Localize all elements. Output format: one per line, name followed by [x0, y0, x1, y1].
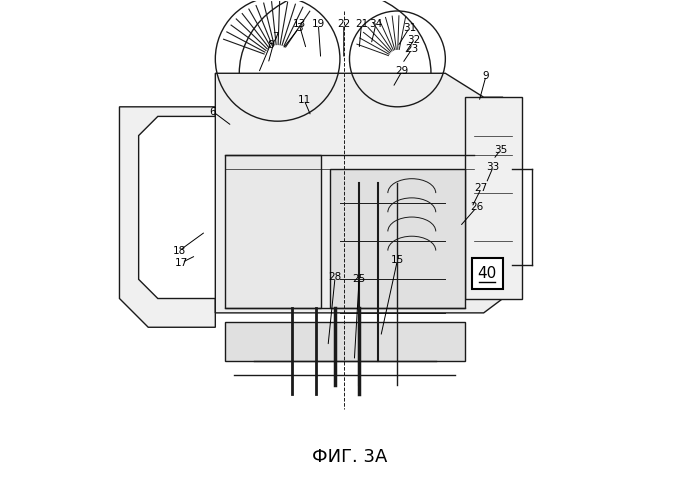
Text: 32: 32: [408, 35, 421, 45]
Polygon shape: [225, 155, 321, 308]
Text: 25: 25: [352, 274, 366, 284]
Polygon shape: [465, 97, 522, 298]
Text: 17: 17: [175, 257, 189, 268]
Text: 13: 13: [293, 19, 305, 29]
Text: 11: 11: [297, 94, 310, 105]
Text: 7: 7: [272, 32, 278, 42]
Polygon shape: [215, 73, 503, 313]
Text: ФИГ. 3А: ФИГ. 3А: [312, 448, 387, 466]
Polygon shape: [225, 322, 465, 361]
Text: 15: 15: [391, 255, 404, 265]
Bar: [472, 258, 503, 289]
Text: 31: 31: [403, 23, 416, 33]
Text: 34: 34: [369, 19, 382, 29]
Text: 22: 22: [337, 19, 350, 29]
Text: 27: 27: [475, 183, 488, 193]
Text: 23: 23: [405, 44, 419, 54]
Text: 8: 8: [267, 40, 274, 50]
Text: 40: 40: [477, 266, 497, 281]
Text: 33: 33: [487, 162, 500, 172]
Text: 29: 29: [396, 66, 409, 76]
Text: 21: 21: [355, 19, 368, 29]
Text: 26: 26: [470, 202, 483, 213]
Polygon shape: [331, 169, 465, 308]
Text: 18: 18: [173, 246, 186, 255]
Text: 28: 28: [329, 272, 342, 282]
Text: 19: 19: [312, 19, 325, 29]
Text: 3: 3: [296, 23, 303, 33]
Text: 9: 9: [483, 71, 489, 80]
Text: 35: 35: [493, 145, 507, 155]
Text: 6: 6: [210, 107, 216, 117]
Polygon shape: [120, 107, 215, 327]
